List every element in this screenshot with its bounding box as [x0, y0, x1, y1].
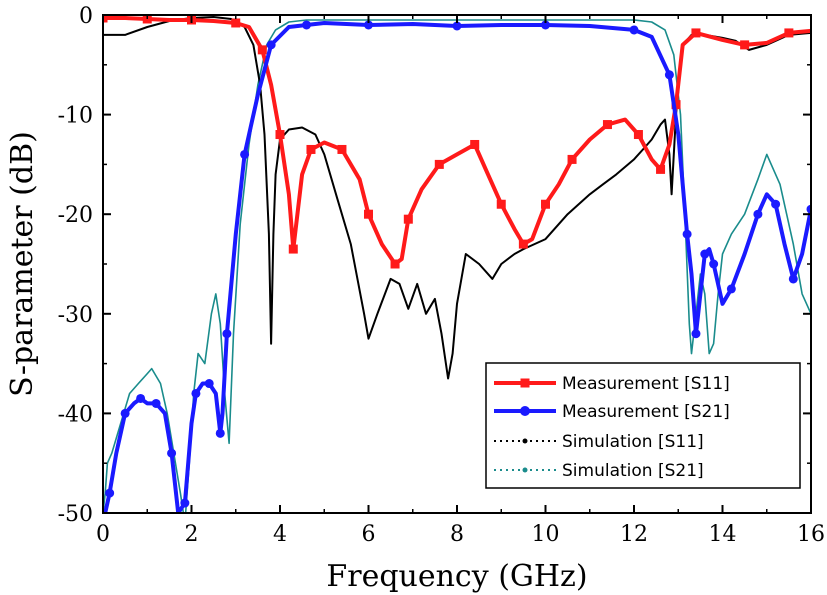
data-point	[664, 70, 674, 80]
data-point	[753, 209, 763, 219]
data-point	[390, 259, 400, 269]
data-point	[784, 28, 794, 38]
series-measurement-s21	[103, 20, 811, 513]
data-point	[726, 284, 736, 294]
data-point	[180, 498, 190, 508]
data-point	[452, 21, 462, 31]
y-tick-label: -40	[58, 402, 93, 427]
x-tick-label: 12	[620, 522, 648, 547]
x-tick-label: 4	[273, 522, 287, 547]
series-line-measurement-s11	[103, 16, 811, 266]
data-point	[656, 164, 666, 174]
legend-item-measurement-s11: Measurement [S11]	[494, 374, 730, 394]
legend-marker	[520, 406, 530, 416]
legend-marker	[522, 467, 528, 473]
y-tick-label: -30	[58, 303, 93, 328]
data-point	[771, 199, 781, 209]
data-point	[191, 388, 201, 398]
data-point	[266, 40, 276, 50]
series-simulation-s21	[103, 19, 811, 513]
ticks-layer: 0 2 4 6 8 10 12 14 16 0 -10 -20 -30 -40 -50	[58, 4, 825, 547]
data-point	[120, 408, 130, 418]
data-point	[306, 144, 316, 154]
legend-label: Measurement [S11]	[562, 374, 730, 394]
data-point	[682, 229, 692, 239]
data-point	[302, 20, 312, 30]
data-point	[288, 244, 298, 254]
data-point	[103, 15, 108, 23]
x-tick-label: 0	[96, 522, 110, 547]
data-point	[364, 20, 373, 30]
series-measurement-s11	[103, 15, 811, 269]
data-point	[136, 393, 146, 403]
data-point	[602, 120, 612, 130]
data-point	[337, 144, 347, 154]
data-point	[788, 274, 798, 284]
x-tick-label: 8	[450, 522, 464, 547]
y-axis-title: S-parameter (dB)	[5, 131, 40, 397]
data-point	[806, 204, 811, 214]
x-tick-label: 16	[797, 522, 825, 547]
legend-label: Simulation [S11]	[562, 432, 704, 452]
legend-marker	[520, 378, 530, 388]
data-point	[691, 329, 701, 339]
data-point	[740, 40, 750, 50]
y-tick-label: -10	[58, 104, 93, 129]
data-point	[633, 130, 643, 140]
data-point	[541, 20, 550, 30]
series-layer	[103, 15, 811, 513]
data-point	[518, 239, 528, 249]
data-point	[151, 398, 161, 408]
data-point	[709, 259, 719, 269]
data-point	[567, 154, 577, 164]
legend-label: Simulation [S21]	[562, 461, 704, 481]
legend-label: Measurement [S21]	[562, 402, 730, 422]
x-tick-label: 6	[362, 522, 376, 547]
data-point	[240, 149, 250, 159]
data-point	[257, 45, 267, 55]
data-point	[671, 100, 681, 110]
x-axis-title: Frequency (GHz)	[326, 559, 587, 594]
data-point	[691, 28, 701, 38]
data-point	[275, 130, 285, 140]
data-point	[403, 214, 413, 224]
data-point	[231, 18, 241, 28]
legend-item-simulation-s21: Simulation [S21]	[494, 461, 704, 481]
data-point	[204, 379, 214, 389]
x-tick-label: 14	[709, 522, 737, 547]
series-line-measurement-s21	[103, 21, 811, 513]
data-point	[700, 249, 710, 259]
data-point	[629, 25, 639, 35]
data-point	[364, 209, 373, 219]
legend-marker	[522, 438, 528, 444]
data-point	[142, 15, 152, 24]
series-line-simulation-s11	[103, 16, 811, 380]
legend-item-measurement-s21: Measurement [S21]	[494, 402, 730, 422]
data-point	[103, 508, 108, 513]
data-point	[167, 448, 177, 458]
y-tick-label: -20	[58, 203, 93, 228]
legend-items: Measurement [S11] Measurement [S21] Simula…	[494, 374, 730, 481]
data-point	[105, 488, 115, 498]
legend: Measurement [S11] Measurement [S21] Simula…	[485, 362, 801, 489]
series-simulation-s11	[103, 16, 811, 380]
data-point	[470, 139, 480, 149]
data-point	[215, 428, 225, 438]
x-tick-label: 2	[185, 522, 199, 547]
series-line-simulation-s21	[103, 19, 811, 513]
data-point	[541, 199, 550, 209]
x-tick-label: 10	[532, 522, 560, 547]
legend-item-simulation-s11: Simulation [S11]	[494, 432, 704, 452]
data-point	[434, 159, 444, 169]
data-point	[496, 199, 506, 209]
y-tick-label: 0	[79, 4, 93, 29]
data-point	[222, 329, 232, 339]
y-tick-label: -50	[58, 502, 93, 527]
